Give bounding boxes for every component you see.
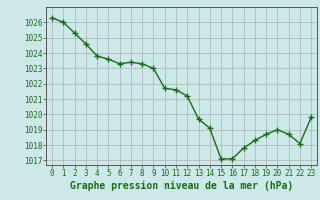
X-axis label: Graphe pression niveau de la mer (hPa): Graphe pression niveau de la mer (hPa): [70, 181, 293, 191]
